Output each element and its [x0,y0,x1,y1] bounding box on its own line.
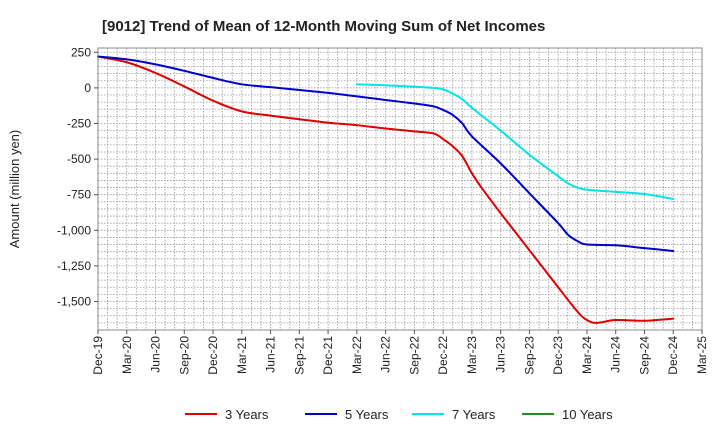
series-lines [97,55,675,324]
x-tick-label: Dec-21 [321,336,335,375]
x-tick-label: Dec-23 [551,336,565,375]
y-tick-label: -1,000 [57,223,91,237]
x-tick-label: Jun-20 [149,336,163,373]
x-tick-label: Sep-22 [407,336,421,375]
y-tick-label: -1,250 [57,259,91,273]
legend-label: 5 Years [345,407,389,422]
x-tick-label: Mar-23 [465,336,479,374]
x-tick-label: Jun-23 [494,336,508,373]
y-tick-label: -250 [67,116,91,130]
plot-background [98,48,702,330]
x-tick-label: Sep-21 [292,336,306,375]
series-line-1 [97,55,675,252]
x-tick-label: Sep-24 [637,336,651,375]
y-axis-label: Amount (million yen) [7,130,22,249]
x-tick-label: Mar-25 [695,336,709,374]
y-axis-ticks: 250 0 -250 -500 -750 -1,000 -1,250 -1,500 [57,45,98,309]
y-tick-label: -1,500 [57,295,91,309]
x-tick-label: Jun-22 [379,336,393,373]
legend-label: 7 Years [452,407,496,422]
x-tick-label: Jun-21 [264,336,278,373]
x-tick-label: Sep-23 [522,336,536,375]
plot-area [97,47,703,331]
legend-label: 3 Years [225,407,269,422]
y-tick-label: -750 [67,188,91,202]
grid [97,48,703,331]
x-tick-label: Jun-24 [609,336,623,373]
y-tick-label: 250 [71,45,91,59]
x-tick-label: Dec-19 [91,336,105,375]
series-line-0 [97,55,675,324]
x-tick-label: Dec-24 [666,336,680,375]
chart-title: [9012] Trend of Mean of 12-Month Moving … [102,18,545,35]
x-tick-label: Mar-21 [235,336,249,374]
x-tick-label: Dec-22 [436,336,450,375]
x-tick-label: Mar-20 [120,336,134,374]
legend-label: 10 Years [562,407,613,422]
x-tick-label: Dec-20 [206,336,220,375]
x-axis-ticks: Dec-19 Mar-20 Jun-20 Sep-20 Dec-20 Mar-21 Jun-… [91,330,709,375]
y-tick-label: -500 [67,152,91,166]
plot-frame [97,47,703,331]
legend: 3 Years 5 Years 7 Years 10 Years [185,407,613,422]
x-tick-label: Mar-22 [350,336,364,374]
x-tick-label: Mar-24 [580,336,594,374]
y-tick-label: 0 [84,81,91,95]
series-line-2 [355,83,675,200]
x-tick-label: Sep-20 [177,336,191,375]
